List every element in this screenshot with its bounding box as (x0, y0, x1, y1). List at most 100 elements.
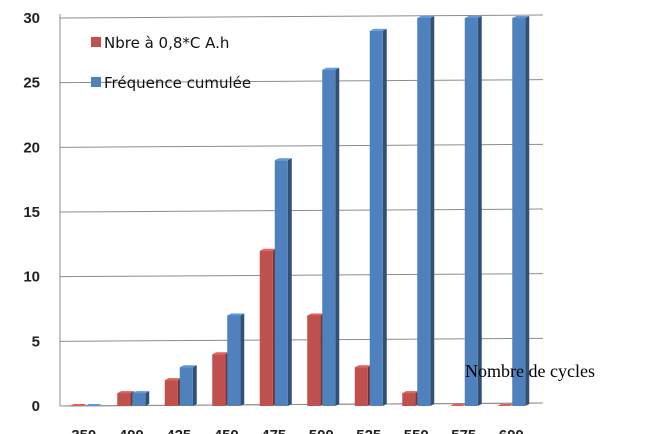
bar-cumulee-top (179, 365, 197, 368)
x-tick-label: 400 (119, 427, 144, 434)
y-tick-label: 30 (23, 10, 40, 27)
y-tick-label: 5 (32, 333, 40, 350)
y-tick-label: 15 (23, 204, 40, 221)
bar-cumulee (84, 404, 102, 406)
x-axis-title: Nombre de cycles (465, 361, 595, 381)
gridline (59, 79, 544, 84)
bar-cumulee (227, 313, 245, 406)
gridline (59, 273, 544, 278)
bar-nbre (354, 365, 372, 406)
bar-nbre-front (307, 315, 321, 406)
bar-cumulee-side (240, 313, 245, 406)
legend-label: Fréquence cumulée (104, 74, 251, 92)
x-tick-label: 575 (451, 427, 476, 434)
bar-cumulee-front (322, 69, 336, 406)
bar-cumulee-side (525, 16, 530, 406)
bar-nbre (212, 352, 230, 406)
bar-cumulee-side (192, 365, 197, 406)
bar-cumulee-front (274, 160, 288, 406)
bar-nbre-top (307, 313, 325, 316)
bar-cumulee-side (287, 158, 292, 406)
bars (69, 16, 530, 407)
bar-cumulee-side (335, 67, 340, 406)
bar-cumulee (417, 16, 435, 406)
bar-nbre (449, 404, 467, 406)
bar-nbre-top (164, 378, 182, 381)
y-tick-label: 10 (23, 269, 40, 286)
bar-cumulee (179, 365, 197, 406)
x-tick-label: 550 (404, 427, 429, 434)
gridline (59, 208, 544, 213)
bar-cumulee (322, 67, 340, 406)
bar-nbre-front (402, 393, 416, 406)
bar-cumulee (274, 158, 292, 406)
bar-cumulee-top (274, 158, 292, 161)
legend-label: Nbre à 0,8*C A.h (104, 34, 229, 52)
bar-cumulee-front (132, 393, 146, 406)
bar-cumulee-top (464, 16, 482, 18)
bar-cumulee-top (84, 404, 102, 406)
x-tick-label: 500 (309, 427, 334, 434)
y-tick-label: 0 (32, 398, 40, 415)
bar-nbre (497, 404, 515, 406)
bar-cumulee-side (382, 28, 387, 406)
gridline (59, 14, 544, 19)
bar-nbre-front (354, 367, 368, 406)
bar-cumulee-front (179, 367, 193, 406)
bar-cumulee-side (477, 16, 482, 406)
bar-nbre (259, 248, 277, 406)
bar-cumulee-side (145, 391, 150, 406)
bar-nbre-top (402, 391, 420, 394)
legend-swatch (91, 77, 101, 87)
gridline (59, 337, 544, 342)
bar-cumulee-front (417, 18, 431, 406)
bar-nbre-front (117, 393, 131, 406)
bar-cumulee (132, 391, 150, 406)
bar-nbre-top (212, 352, 230, 355)
bar-cumulee-front (227, 315, 241, 406)
bar-cumulee (464, 16, 482, 406)
bar-cumulee-side (430, 16, 435, 406)
bar-nbre (307, 313, 325, 406)
legend-swatch (91, 37, 101, 47)
bar-cumulee-top (322, 67, 340, 70)
bar-nbre-front (212, 354, 226, 406)
bar-cumulee (369, 28, 387, 407)
x-tick-labels: 350 400 425 450 475 500 525 550 575 600 (71, 427, 524, 434)
bar-nbre-top (354, 365, 372, 368)
bar-nbre (69, 404, 87, 406)
gridlines (59, 14, 544, 407)
y-tick-labels: 0 5 10 15 20 25 30 (23, 10, 40, 415)
bar-nbre (402, 391, 420, 406)
bar-nbre-top (259, 248, 277, 251)
bar-nbre-top (69, 404, 87, 406)
bar-nbre-top (117, 391, 135, 394)
bar-cumulee-top (369, 28, 387, 31)
y-tick-label: 20 (23, 139, 40, 156)
y-tick-label: 25 (23, 75, 40, 92)
bar-nbre-front (259, 250, 273, 406)
bar-nbre-front (164, 380, 178, 406)
bar-nbre (164, 378, 182, 406)
legend: Nbre à 0,8*C A.h Fréquence cumulée (91, 34, 251, 92)
bar-cumulee-front (369, 30, 383, 407)
x-tick-label: 525 (356, 427, 381, 434)
bar-cumulee-top (132, 391, 150, 394)
x-tick-label: 425 (166, 427, 191, 434)
x-tick-label: 450 (214, 427, 239, 434)
gridline (59, 143, 544, 148)
x-tick-label: 600 (499, 427, 524, 434)
bar-cumulee-top (227, 313, 245, 316)
x-tick-label: 350 (71, 427, 96, 434)
bar-nbre-top (497, 404, 515, 406)
bar-nbre-top (449, 404, 467, 406)
bar-cumulee-front (512, 18, 526, 406)
bar-cumulee-top (512, 16, 530, 18)
bar-cumulee-top (417, 16, 435, 18)
x-tick-label: 475 (261, 427, 286, 434)
bar-cumulee-front (464, 18, 478, 406)
bar-cumulee (512, 16, 530, 406)
bar-nbre (117, 391, 135, 406)
